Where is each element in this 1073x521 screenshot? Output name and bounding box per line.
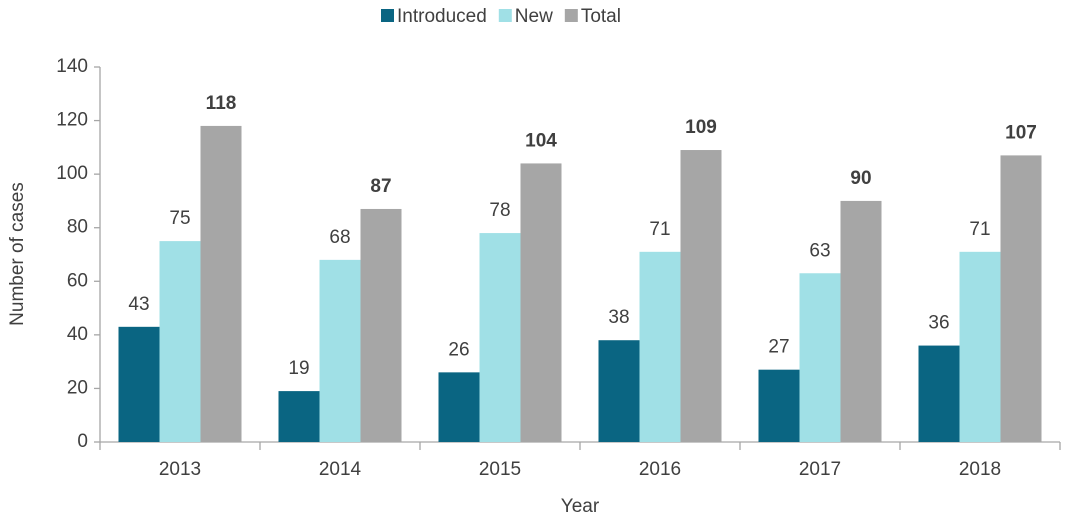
bar: [680, 150, 722, 443]
x-tick-label: 2015: [479, 459, 521, 480]
legend-swatch: [564, 9, 578, 22]
bar: [360, 208, 402, 442]
bar: [639, 251, 681, 442]
value-label: 87: [370, 176, 391, 197]
bar: [799, 273, 841, 442]
value-label: 78: [489, 200, 510, 221]
x-tick-label: 2018: [959, 459, 1001, 480]
bar: [479, 233, 521, 442]
value-label: 26: [448, 339, 469, 360]
value-label: 19: [288, 358, 309, 379]
value-label: 63: [809, 240, 830, 261]
value-label: 71: [649, 219, 670, 240]
value-label: 118: [206, 93, 237, 114]
bar: [758, 369, 800, 442]
value-label: 90: [850, 168, 871, 189]
value-label: 68: [329, 227, 350, 248]
bar: [159, 241, 201, 442]
y-tick-label: 60: [67, 270, 88, 291]
x-axis-label: Year: [561, 496, 600, 517]
value-label: 38: [608, 307, 629, 328]
y-axis-label: Number of cases: [7, 182, 28, 326]
value-label: 27: [768, 337, 789, 358]
legend-swatch: [498, 9, 512, 22]
legend-label: Introduced: [397, 6, 487, 27]
y-tick-label: 140: [56, 56, 88, 77]
bar: [118, 326, 160, 442]
bar: [278, 391, 320, 442]
bar: [918, 345, 960, 442]
value-label: 71: [969, 219, 990, 240]
value-label: 75: [169, 208, 190, 229]
bar: [319, 259, 361, 442]
legend-label: New: [515, 6, 553, 27]
y-tick-label: 0: [77, 431, 88, 452]
y-tick-label: 40: [67, 324, 88, 345]
x-tick-label: 2016: [639, 459, 681, 480]
value-label: 104: [525, 130, 557, 151]
bar: [438, 372, 480, 442]
x-tick-label: 2013: [159, 459, 201, 480]
legend-swatch: [381, 9, 394, 22]
bar: [598, 340, 640, 442]
y-tick-label: 20: [67, 377, 88, 398]
bar: [840, 200, 882, 442]
x-tick-label: 2014: [319, 459, 362, 480]
bar: [1000, 155, 1042, 442]
x-tick-label: 2017: [799, 459, 841, 480]
bar: [520, 163, 562, 442]
y-tick-label: 80: [67, 217, 88, 238]
y-tick-label: 100: [56, 163, 88, 184]
value-label: 36: [928, 313, 949, 334]
bar: [959, 251, 1001, 442]
y-tick-label: 120: [56, 110, 88, 131]
value-label: 109: [685, 117, 717, 138]
value-label: 43: [128, 294, 149, 315]
value-label: 107: [1005, 122, 1037, 143]
legend-label: Total: [581, 6, 621, 27]
bar: [200, 125, 242, 442]
